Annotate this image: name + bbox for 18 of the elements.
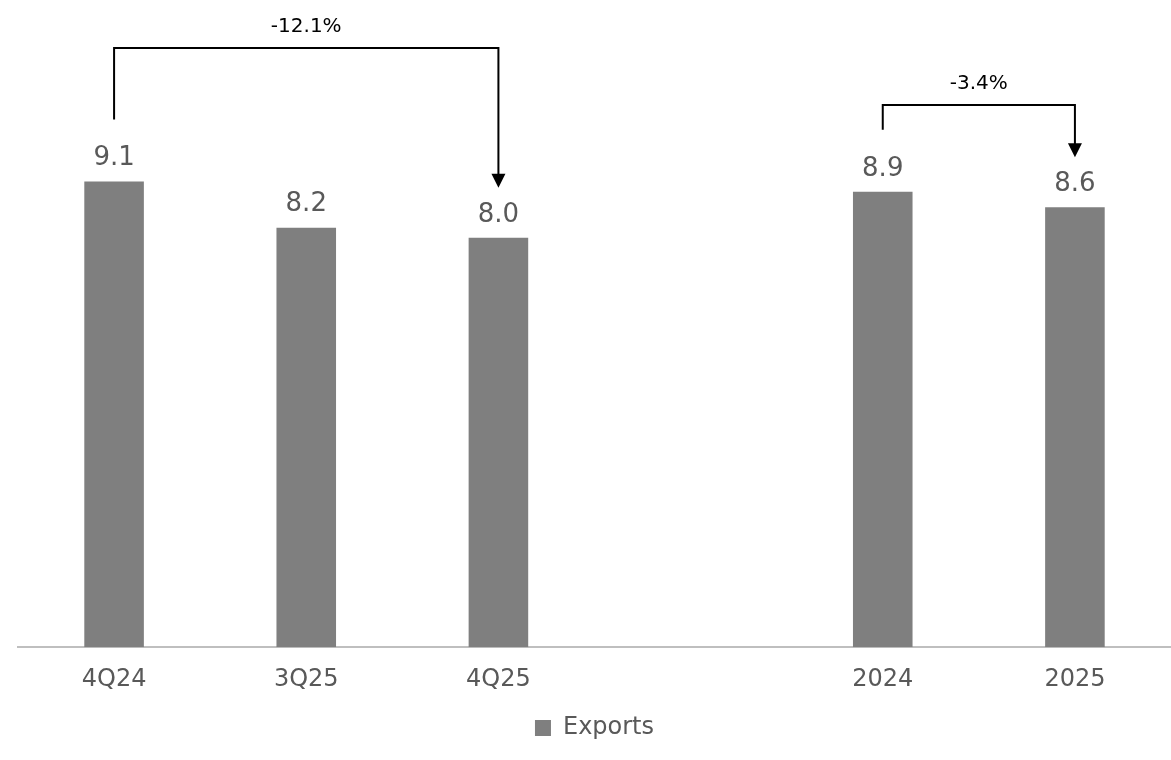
bar (468, 237, 529, 648)
x-tick-label: 2025 (1044, 663, 1106, 692)
x-tick-label: 4Q25 (466, 663, 531, 692)
data-label: 8.2 (285, 187, 327, 218)
data-label: 8.6 (1054, 166, 1096, 197)
x-tick-label: 3Q25 (273, 663, 339, 692)
text: -3.4% (949, 70, 1008, 94)
data-label: 9.1 (93, 141, 135, 172)
data-label: 8.0 (477, 197, 520, 228)
bar (84, 181, 144, 648)
legend-label: Exports (562, 712, 655, 741)
data-label: 8.9 (862, 151, 904, 182)
text: -12.1% (270, 13, 342, 37)
bar (276, 227, 337, 648)
bar (852, 191, 913, 648)
x-tick-label: 2024 (852, 663, 914, 692)
x-tick-label: 4Q24 (81, 663, 147, 692)
bar (1045, 207, 1105, 648)
